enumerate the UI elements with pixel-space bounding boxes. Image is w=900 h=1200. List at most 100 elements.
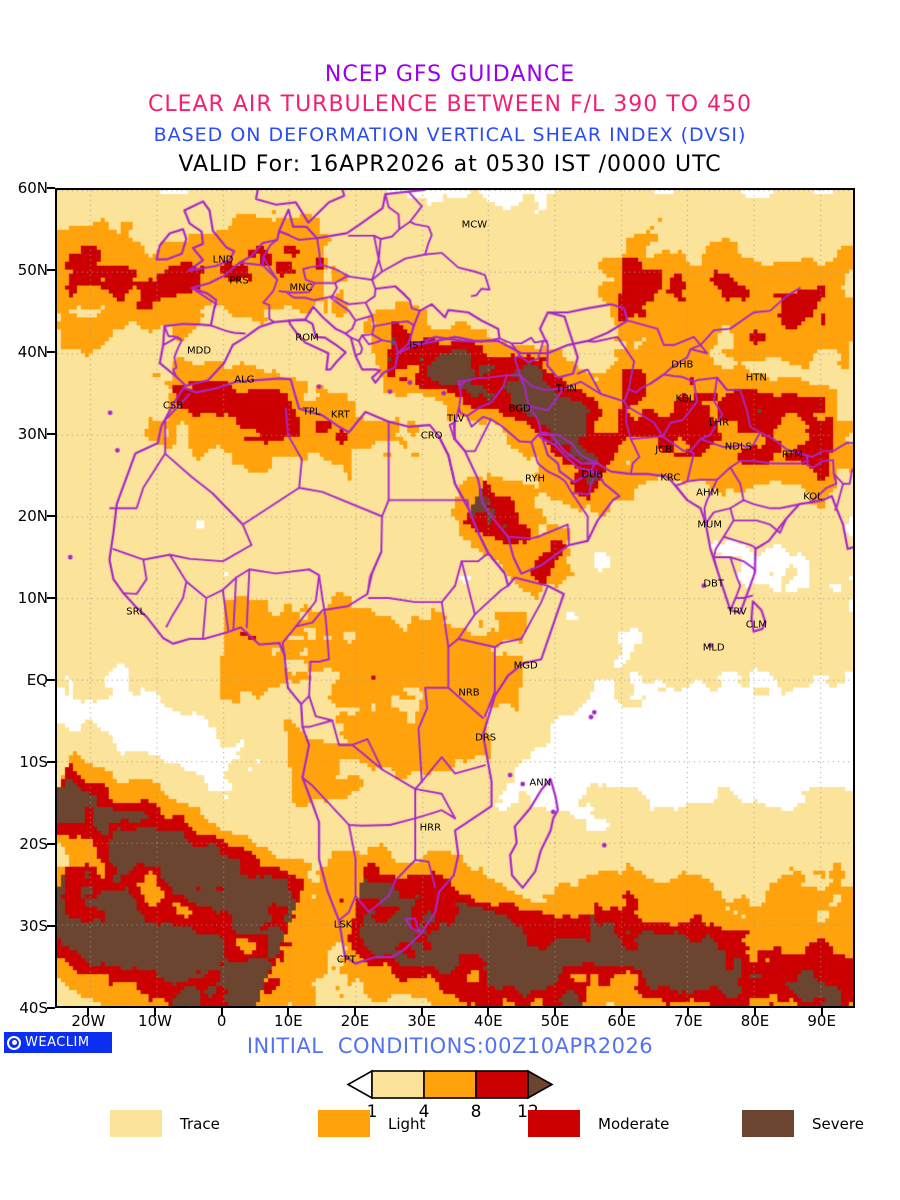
initial-conditions-text: INITIAL CONDITIONS:00Z10APR2026 [246,1034,654,1058]
legend-swatch-moderate [528,1110,580,1137]
legend-label-light: Light [388,1114,426,1133]
city-label-mgd: MGD [513,660,538,672]
lat-tick-mark [47,433,55,435]
lat-tick-label: 60N [17,179,48,197]
lat-tick-label: 20S [19,835,48,853]
lon-tick-mark [820,1008,823,1016]
legend-item-trace: Trace [110,1110,220,1137]
colorbar-section: 14812 [0,1069,900,1125]
city-label-srl: SRL [126,606,146,618]
lat-tick-label: EQ [26,671,48,689]
title-clear-air-turbulence: CLEAR AIR TURBULENCE BETWEEN F/L 390 TO … [147,92,753,117]
lon-tick-mark [487,1008,490,1016]
city-label-trv: TRV [727,606,747,618]
city-label-dbt: DBT [703,578,724,590]
legend-item-light: Light [318,1110,425,1137]
lat-tick-mark [47,679,55,681]
lon-tick-label: 70E [674,1012,703,1030]
lon-tick-label: 20E [340,1012,370,1030]
city-label-rtm: RTM [781,449,803,461]
dvsi-colorbar [346,1069,554,1100]
lat-tick-mark [47,515,55,517]
city-label-mnc: MNC [289,282,313,294]
lat-tick-mark [47,925,55,927]
legend-swatch-severe [742,1110,794,1137]
lat-tick-mark [47,843,55,845]
lon-tick-mark [420,1008,423,1016]
city-label-dub: DUB [581,469,604,481]
lon-tick-mark [687,1008,690,1016]
lat-tick-label: 50N [17,261,48,279]
city-label-alg: ALG [234,374,255,386]
lat-tick-label: 40N [17,343,48,361]
colorbar-tick-1: 1 [366,1102,378,1122]
lon-tick-label: 60E [607,1012,636,1030]
lat-tick-label: 10N [17,589,48,607]
city-label-tlv: TLV [446,413,465,425]
lat-tick-label: 30S [19,917,48,935]
colorbar-band-1 [423,1070,477,1099]
title-dvsi-basis: BASED ON DEFORMATION VERTICAL SHEAR INDE… [153,124,747,146]
title-valid-time: VALID For: 16APR2026 at 0530 IST /0000 U… [178,152,722,177]
title-ncep-gfs-guidance: NCEP GFS GUIDANCE [324,62,576,87]
city-label-csb: CSB [162,400,184,412]
lon-tick-label: 10E [274,1012,303,1030]
legend-label-moderate: Moderate [598,1114,670,1133]
city-label-mum: MUM [697,519,722,531]
city-label-prs: PRS [229,275,249,287]
lat-tick-mark [47,1007,55,1009]
city-label-dhb: DHB [671,359,694,371]
legend-label-severe: Severe [812,1114,864,1133]
city-label-bgd: BGD [508,403,531,415]
city-label-mcw: MCW [461,219,488,231]
lon-tick-label: 40E [474,1012,503,1030]
map-plot-area: MCW LND PRS MNC ROM MDD IST ALG CSB TPL KRT TLV CRO B… [55,188,855,1008]
lat-tick-mark [47,351,55,353]
city-label-drs: DRS [475,732,497,744]
lon-tick-label: 10W [138,1012,172,1030]
colorbar-underflow-arrow [346,1069,373,1100]
city-label-lnd: LND [212,254,234,266]
lat-tick-label: 10S [19,753,48,771]
lon-tick-label: 80E [740,1012,770,1030]
city-label-rom: ROM [295,332,319,344]
city-label-thn: THN [555,383,577,395]
city-label-mdd: MDD [186,345,212,357]
legend-label-trace: Trace [180,1114,220,1133]
weaclim-label: WEACLIM [25,1035,90,1050]
city-label-cro: CRO [420,430,443,442]
city-label-lhr: LHR [708,417,730,429]
lon-tick-label: 0 [216,1012,227,1030]
city-label-jcb: JCB [655,444,673,456]
legend-swatch-trace [110,1110,162,1137]
city-label-lsk: LSK [333,919,353,931]
city-label-mld: MLD [702,642,725,654]
legend-item-severe: Severe [742,1110,864,1137]
city-label-cpt: CPT [336,954,356,966]
colorbar-band-0 [371,1070,425,1099]
lat-tick-mark [47,269,55,271]
weaclim-watermark: WEACLIM [4,1032,112,1053]
city-label-krc: KRC [660,472,681,484]
city-label-krt: KRT [330,409,350,421]
legend-item-moderate: Moderate [528,1110,669,1137]
lat-tick-label: 40S [19,999,48,1017]
city-label-hrr: HRR [419,822,442,834]
lon-tick-label: 50E [540,1012,570,1030]
city-label-kbl: KBL [675,393,695,405]
lat-tick-mark [47,761,55,763]
colorbar-band-2 [475,1070,529,1099]
lon-tick-label: 90E [807,1012,836,1030]
colorbar-tick-4: 4 [418,1102,430,1122]
lon-tick-mark [220,1008,223,1016]
lon-tick-mark [87,1008,90,1016]
city-label-kol: KOL [803,491,823,503]
city-label-tpl: TPL [302,406,321,418]
lon-tick-label: 20W [71,1012,106,1030]
city-label-clm: CLM [745,619,767,631]
lon-tick-mark [154,1008,156,1016]
severity-legend: Trace Light Moderate Severe [0,1110,900,1146]
colorbar-svg [346,1069,554,1100]
lon-tick-mark [554,1008,556,1016]
city-label-ryh: RYH [525,473,545,485]
